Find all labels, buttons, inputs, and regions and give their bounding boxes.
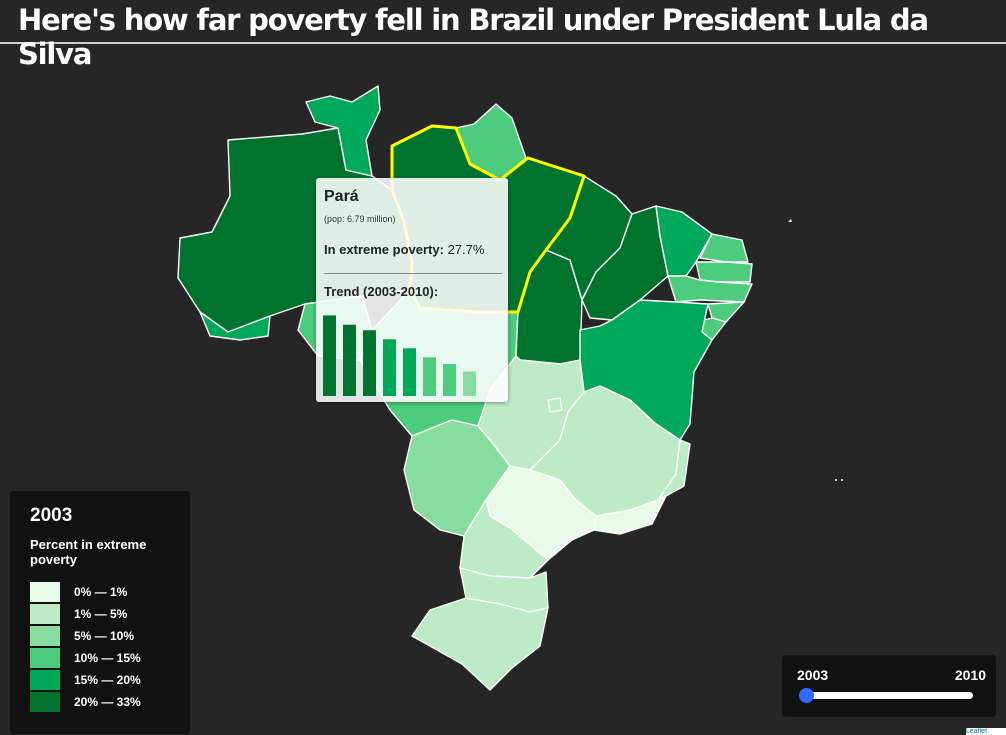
legend-label: 15% — 20%: [74, 673, 141, 687]
legend-swatch: [30, 648, 60, 668]
legend-swatch: [30, 670, 60, 690]
trend-bar: [423, 357, 436, 396]
state-pernambuco[interactable]: [667, 275, 753, 303]
trend-bar: [463, 371, 476, 396]
island-dot: [841, 479, 843, 481]
state-distrito-federal[interactable]: [547, 397, 563, 413]
slider-end-label: 2010: [954, 667, 986, 683]
legend-swatch: [30, 582, 60, 602]
legend-swatch: [30, 626, 60, 646]
tooltip-stat-value: 27.7%: [447, 242, 485, 257]
map-attribution[interactable]: Leaflet: [966, 728, 1006, 735]
year-slider-thumb[interactable]: [799, 688, 814, 703]
legend: 2003 Percent in extreme poverty 0% — 1% 1…: [10, 491, 190, 734]
trend-bar: [323, 315, 336, 396]
legend-swatch: [30, 692, 60, 712]
state-rio-grande-do-norte[interactable]: [699, 233, 749, 263]
trend-bar-chart: [323, 315, 476, 396]
state-paraiba[interactable]: [695, 261, 753, 283]
trend-bar: [363, 330, 376, 396]
island-dot: [835, 479, 837, 481]
state-roraima[interactable]: [305, 85, 381, 177]
tooltip-trend-label: Trend (2003-2010):: [324, 284, 439, 299]
trend-bar: [383, 339, 396, 396]
tooltip-divider: [324, 273, 502, 274]
trend-bar: [343, 324, 356, 396]
trend-bar: [403, 348, 416, 396]
legend-swatch: [30, 604, 60, 624]
legend-subtitle: Percent in extreme poverty: [30, 537, 147, 567]
slider-start-label: 2003: [797, 667, 829, 683]
state-rio-grande-do-sul[interactable]: [411, 597, 549, 691]
year-slider-track[interactable]: [801, 692, 973, 699]
page-title: Here's how far poverty fell in Brazil un…: [18, 3, 929, 71]
legend-label: 10% — 15%: [74, 651, 141, 665]
tooltip-poverty-stat: In extreme poverty: 27.7%: [324, 242, 484, 257]
state-rio-de-janeiro[interactable]: [593, 495, 667, 535]
tooltip-population: (pop: 6.79 million): [324, 214, 396, 224]
legend-label: 20% — 33%: [74, 695, 141, 709]
legend-label: 0% — 1%: [74, 585, 128, 599]
legend-year: 2003: [30, 505, 73, 526]
state-tooltip: Pará (pop: 6.79 million) In extreme pove…: [316, 178, 508, 402]
legend-label: 5% — 10%: [74, 629, 135, 643]
state-acre[interactable]: [199, 311, 271, 341]
tooltip-state-name: Pará: [324, 188, 359, 205]
legend-label: 1% — 5%: [74, 607, 128, 621]
tooltip-stat-label: In extreme poverty:: [324, 242, 444, 257]
year-slider-panel: 2003 2010: [782, 655, 996, 717]
island-dot: [788, 219, 792, 222]
header-bar: Here's how far poverty fell in Brazil un…: [0, 0, 1006, 71]
trend-bar: [443, 364, 456, 396]
state-ceara[interactable]: [655, 205, 713, 277]
